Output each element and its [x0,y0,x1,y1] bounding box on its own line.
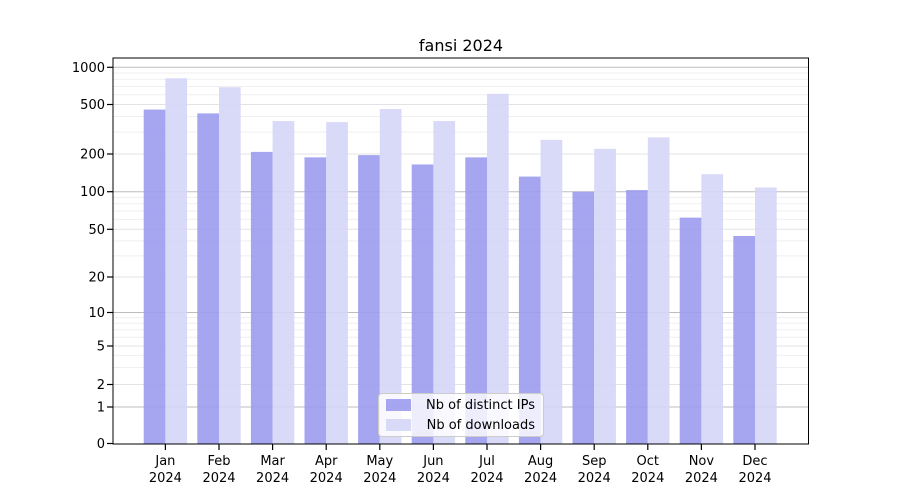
bar-distinct-ips-sep [572,191,595,444]
y-tick-label: 500 [80,98,105,113]
bar-distinct-ips-dec [733,235,755,444]
legend-item-distinct-ips: Nb of distinct IPs [386,397,535,414]
x-tick-label-month: Aug [528,454,553,469]
x-tick-label-year: 2024 [256,471,289,486]
x-tick-label-year: 2024 [738,471,771,486]
y-tick-label: 20 [88,271,105,286]
bar-downloads-feb [219,87,241,444]
bar-downloads-jul [487,93,509,445]
bar-distinct-ips-jun [411,164,434,445]
x-tick-label-month: Jun [422,454,443,469]
x-tick-label-year: 2024 [685,471,718,486]
bar-distinct-ips-nov [679,217,702,444]
x-tick-label-month: Feb [207,454,230,469]
y-tick-label: 2 [97,378,105,393]
chart-title: fansi 2024 [418,36,504,55]
bar-distinct-ips-mar [250,151,273,444]
bar-distinct-ips-jan [143,109,166,445]
y-tick-label: 200 [80,148,105,163]
bar-distinct-ips-oct [626,190,648,444]
x-tick-label-month: Dec [742,454,767,469]
bar-distinct-ips-may [358,155,380,444]
bar-downloads-oct [647,137,670,444]
bar-distinct-ips-apr [304,157,327,445]
y-tick-label: 50 [88,223,105,238]
bar-downloads-mar [272,121,295,445]
bar-distinct-ips-feb [197,113,219,444]
bar-downloads-nov [701,174,724,444]
legend-swatch-downloads [386,419,411,431]
x-tick-label-year: 2024 [363,471,396,486]
bar-downloads-sep [594,148,616,444]
x-tick-label-year: 2024 [470,471,503,486]
x-tick-label-month: Jul [478,454,495,469]
bar-downloads-jun [433,121,456,445]
x-tick-label-year: 2024 [202,471,235,486]
x-tick-label-month: Oct [637,454,659,469]
y-tick-label: 1000 [72,61,105,76]
legend-swatch-distinct-ips [386,399,411,411]
bar-distinct-ips-jul [465,157,487,445]
x-tick-label-month: Mar [260,454,285,469]
x-tick-label-month: Jan [154,454,175,469]
legend-label-distinct-ips: Nb of distinct IPs [426,397,535,413]
x-tick-label-year: 2024 [310,471,343,486]
bar-downloads-dec [755,187,777,445]
bar-downloads-may [379,109,402,444]
y-tick-label: 100 [80,185,105,200]
legend-label-downloads: Nb of downloads [426,417,535,433]
legend-item-downloads: Nb of downloads [386,417,535,434]
bar-distinct-ips-aug [518,176,541,444]
x-tick-label-month: Apr [315,454,338,469]
y-tick-label: 0 [97,437,105,452]
y-tick-label: 10 [88,306,105,321]
x-tick-label-year: 2024 [149,471,182,486]
bar-downloads-aug [540,139,563,444]
x-tick-label-year: 2024 [578,471,611,486]
x-tick-label-year: 2024 [631,471,664,486]
y-tick-label: 5 [97,340,105,355]
x-tick-label-year: 2024 [524,471,557,486]
bar-downloads-jan [165,78,188,445]
x-tick-label-month: Sep [582,454,607,469]
x-tick-label-month: May [366,454,393,469]
plot-border [112,57,809,445]
legend: Nb of distinct IPs Nb of downloads [378,393,544,437]
y-tick-label: 1 [97,401,105,416]
x-tick-label-month: Nov [689,454,715,469]
x-tick-label-year: 2024 [417,471,450,486]
bar-downloads-apr [326,122,348,444]
